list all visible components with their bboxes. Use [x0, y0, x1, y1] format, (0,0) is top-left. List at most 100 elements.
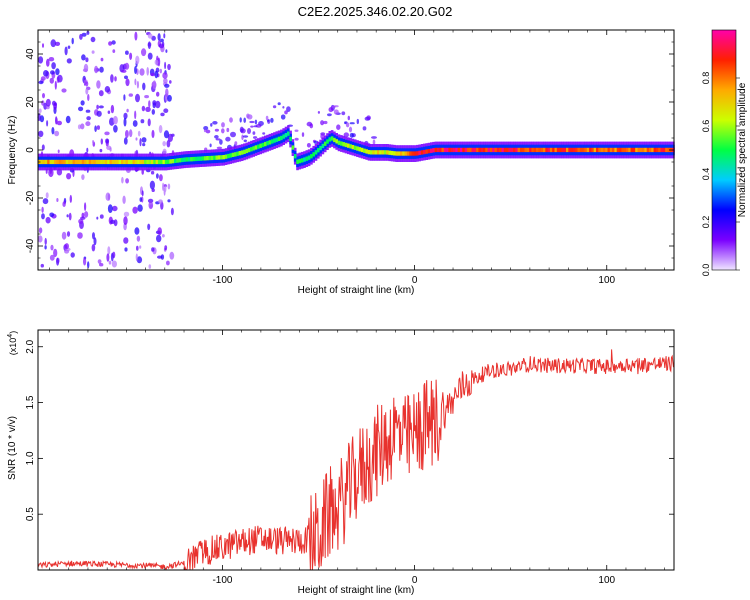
spectrogram-noise-cell — [91, 244, 96, 252]
spectrogram-ridge-cell — [293, 154, 297, 159]
spectrogram-halo-cell — [336, 124, 341, 130]
spectrogram-noise-cell — [39, 115, 45, 123]
spectrogram-ridge-cell — [390, 150, 394, 156]
spectrogram-noise-cell — [38, 227, 43, 234]
spectrogram-ridge-cell — [411, 151, 415, 156]
spectrogram-halo-cell — [345, 122, 350, 128]
spectrogram-noise-cell — [42, 198, 49, 205]
spectrogram-ridge-cell — [303, 157, 306, 162]
spectrogram-ridge-cell — [460, 147, 463, 153]
spectrogram-ridge-cell — [383, 150, 387, 155]
spectrogram-halo-cell — [349, 122, 355, 125]
spectrogram-ridge-cell — [393, 151, 396, 156]
spectrogram-ridge-cell — [134, 159, 138, 165]
spectrogram-noise-cell — [41, 213, 45, 220]
spectrogram-noise-cell — [135, 253, 138, 262]
spectrogram-ridge-cell — [446, 147, 449, 153]
spectrogram-ridge-cell — [125, 159, 129, 165]
spectrogram-noise-cell — [61, 88, 67, 93]
spectrogram-ridge-cell — [448, 147, 451, 153]
spectrogram-halo-cell — [214, 128, 219, 132]
spectrogram-ridge-cell — [589, 147, 592, 153]
spectrogram-ridge-cell — [453, 147, 456, 153]
spectrogram-ridge-cell — [187, 157, 191, 162]
spectrogram-noise-cell — [56, 257, 60, 266]
spectrogram-halo-cell — [209, 143, 212, 148]
spectrogram-halo-cell — [242, 135, 249, 138]
spectrogram-noise-cell — [135, 93, 140, 103]
spectrogram-noise-cell — [81, 174, 85, 181]
spectrogram-noise-cell — [141, 105, 146, 112]
spectrogram-noise-cell — [67, 45, 71, 49]
spectrogram-halo-cell — [266, 119, 270, 122]
x-tick-label: -100 — [212, 275, 232, 286]
spectrogram-noise-cell — [113, 125, 118, 133]
y-tick-label: -40 — [25, 238, 36, 253]
spectrogram-ridge-cell — [270, 139, 274, 144]
spectrogram-ridge-cell — [649, 147, 652, 153]
spectrogram-ridge-cell — [130, 159, 133, 165]
snr-y-scale-label: (x104) — [7, 331, 18, 355]
spectrogram-noise-cell — [98, 90, 104, 97]
spectrogram-ridge-cell — [473, 147, 477, 153]
spectrogram-ridge-cell — [436, 147, 440, 153]
snr-plot-area — [38, 330, 674, 570]
spectrogram-ridge-cell — [307, 155, 311, 160]
spectrogram-halo-cell — [243, 139, 247, 143]
spectrogram-ridge-cell — [199, 156, 202, 161]
spectrogram-noise-cell — [107, 193, 111, 201]
spectrogram-noise-cell — [146, 67, 149, 76]
spectrogram-noise-cell — [160, 38, 164, 43]
spectrogram-noise-cell — [123, 137, 128, 145]
spectrogram-ridge-cell — [409, 151, 412, 156]
spectrogram-ridge-cell — [155, 159, 159, 165]
spectrogram-noise-cell — [91, 50, 95, 54]
spectrogram-ridge-cell — [171, 159, 175, 164]
spectrogram-noise-cell — [114, 76, 117, 82]
spectrogram-ridge-cell — [197, 156, 200, 161]
spectrogram-ridge-cell — [210, 155, 214, 161]
spectrogram-ridge-cell — [662, 147, 666, 153]
spectrogram-noise-cell — [54, 80, 57, 90]
spectrogram-ridge-cell — [628, 147, 631, 153]
spectrogram-noise-cell — [50, 244, 54, 251]
spectrogram-noise-cell — [93, 237, 97, 246]
spectrogram-ridge-cell — [296, 159, 299, 164]
spectrogram-ridge-cell — [538, 147, 541, 153]
spectrogram-halo-cell — [284, 110, 288, 115]
spectrogram-ridge-cell — [496, 147, 500, 153]
spectrogram-ridge-cell — [160, 159, 163, 165]
spectrogram-ridge-cell — [213, 155, 216, 160]
spectrogram-ridge-cell — [469, 147, 472, 153]
colorbar-frame — [711, 29, 737, 271]
spectrogram-ridge-cell — [644, 147, 647, 153]
spectrogram-halo-cell — [221, 122, 225, 128]
spectrogram-noise-cell — [106, 253, 110, 262]
spectrogram-noise-cell — [104, 86, 111, 93]
spectrogram-halo-cell — [226, 127, 230, 133]
spectrogram-noise-cell — [125, 50, 129, 55]
spectrogram-y-axis: -40 -20 0 20 40 — [25, 41, 674, 259]
spectrogram-noise-cell — [54, 130, 60, 137]
spectrogram-halo-cell — [366, 115, 371, 120]
spectrogram-noise-cell — [134, 66, 137, 74]
spectrogram-noise-cell — [129, 52, 133, 60]
spectrogram-noise-cell — [84, 202, 87, 212]
spectrogram-ridge-cell — [132, 159, 136, 165]
spectrogram-ridge-cell — [61, 159, 64, 165]
spectrogram-noise-cell — [134, 227, 140, 235]
spectrogram-noise-cell — [41, 144, 45, 151]
spectrogram-noise-cell — [56, 198, 59, 202]
spectrogram-noise-cell — [154, 59, 159, 65]
spectrogram-ridge-cell — [169, 159, 172, 164]
spectrogram-noise-cell — [147, 223, 151, 230]
spectrogram-ridge-cell — [257, 144, 260, 149]
snr-x-label: Height of straight line (km) — [298, 585, 415, 596]
spectrogram-halo-cell — [216, 146, 223, 150]
spectrogram-noise-cell — [42, 43, 44, 48]
spectrogram-ridge-cell — [252, 146, 255, 151]
y-tick-label: 2.0 — [25, 339, 36, 353]
spectrogram-panel: -100 0 100 -40 -20 0 20 40 Height of straight … — [7, 29, 675, 296]
spectrogram-noise-cell — [125, 178, 129, 184]
